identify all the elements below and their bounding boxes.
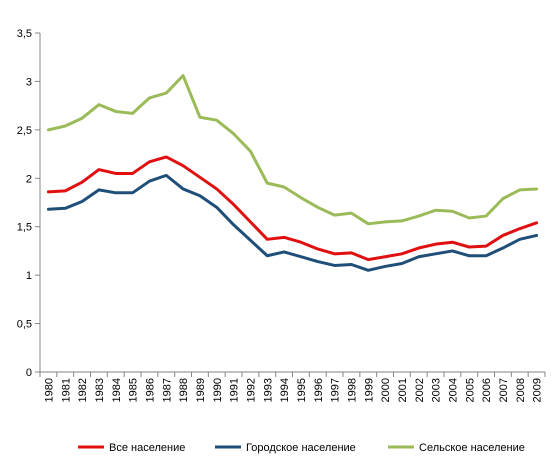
y-tick-label: 1,5 <box>17 222 32 234</box>
x-tick-label: 1981 <box>60 378 72 402</box>
series-line-1 <box>46 155 539 262</box>
x-axis: 1980 1981 1982 1983 1984 1985 1986 1987 1988 1989… <box>39 371 546 402</box>
x-tick-label: 1993 <box>262 378 274 402</box>
x-tick-label: 1998 <box>346 378 358 402</box>
y-tick-label: 3,5 <box>17 28 32 40</box>
x-tick-label: 2003 <box>431 378 443 402</box>
x-tick-label: 2009 <box>532 378 544 402</box>
legend-label-2: Городское население <box>246 442 356 454</box>
x-tick-label: 1988 <box>178 378 190 402</box>
x-tick-label: 2000 <box>380 378 392 402</box>
legend: Все население Городское население Сельское… <box>78 442 525 454</box>
x-tick-label: 2005 <box>464 378 476 402</box>
y-tick-label: 2,5 <box>17 125 32 137</box>
x-tick-label: 2007 <box>498 378 510 402</box>
x-tick-label: 1995 <box>296 378 308 402</box>
x-tick-label: 2006 <box>481 378 493 402</box>
y-tick-label: 2 <box>26 173 32 185</box>
x-tick-label: 1997 <box>330 378 342 402</box>
legend-label-3: Сельское население <box>419 442 525 454</box>
x-tick-label: 1996 <box>313 378 325 402</box>
x-tick-label: 1991 <box>229 378 241 402</box>
y-tick-label: 3 <box>26 76 32 88</box>
x-tick-label: 1982 <box>77 378 89 402</box>
x-tick-label: 2001 <box>397 378 409 402</box>
x-tick-label: 1994 <box>279 378 291 402</box>
y-tick-label: 0 <box>26 367 32 379</box>
x-tick-label: 1985 <box>128 378 140 402</box>
x-tick-label: 2004 <box>447 378 459 402</box>
series-line-3 <box>46 74 539 226</box>
series-line-2 <box>46 173 539 272</box>
x-tick-label: 1999 <box>363 378 375 402</box>
x-tick-label: 1990 <box>212 378 224 402</box>
x-tick-label: 2008 <box>515 378 527 402</box>
series-lines <box>46 74 539 272</box>
x-tick-label: 1987 <box>161 378 173 402</box>
y-axis: 0 0,5 1 1,5 2 2,5 3 3,5 <box>17 28 41 379</box>
x-tick-label: 1989 <box>195 378 207 402</box>
y-tick-label: 0,5 <box>17 319 32 331</box>
y-tick-label: 1 <box>26 270 32 282</box>
x-tick-label: 1980 <box>43 378 55 402</box>
x-tick-label: 1992 <box>245 378 257 402</box>
x-tick-label: 1983 <box>94 378 106 402</box>
x-tick-label: 1986 <box>144 378 156 402</box>
x-tick-label: 2002 <box>414 378 426 402</box>
x-tick-label: 1984 <box>111 378 123 402</box>
legend-label-1: Все население <box>109 442 185 454</box>
